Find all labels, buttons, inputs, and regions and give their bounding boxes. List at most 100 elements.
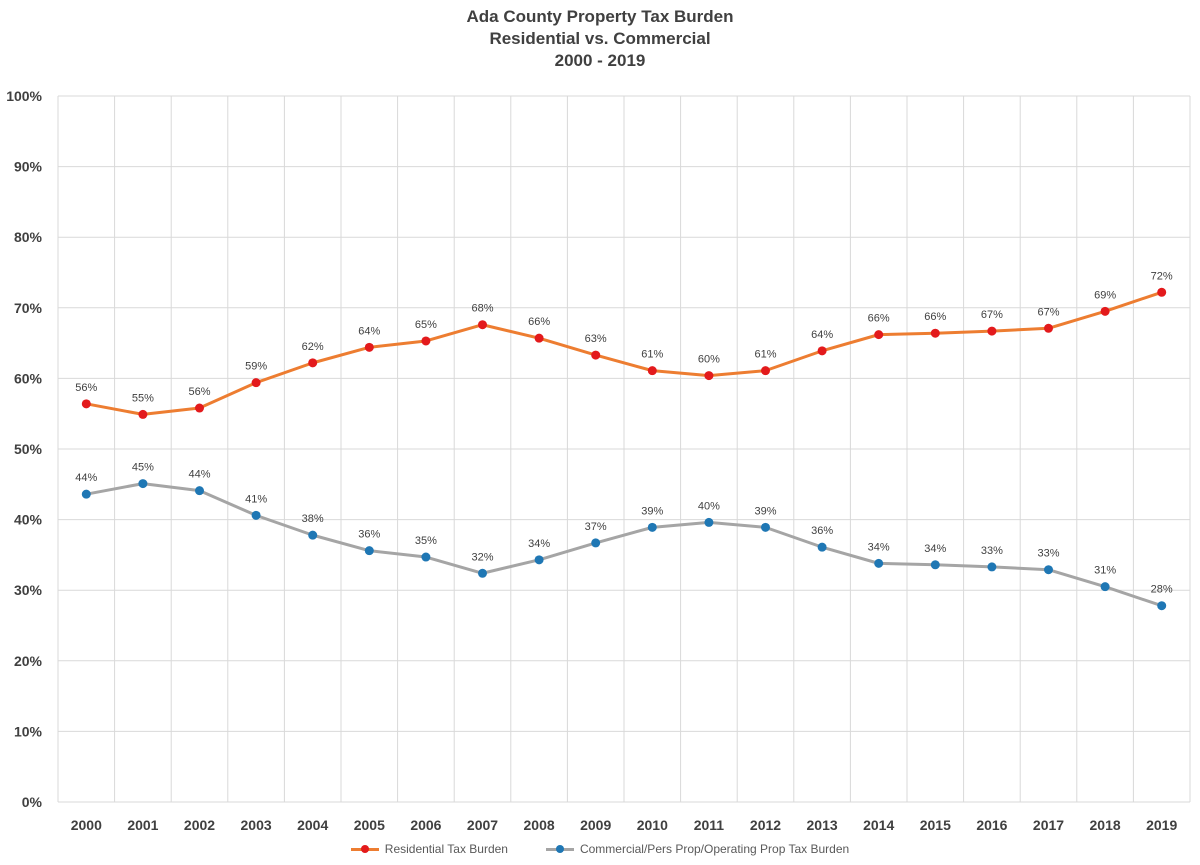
data-point [987, 326, 997, 336]
legend-label-commercial: Commercial/Pers Prop/Operating Prop Tax … [579, 842, 850, 856]
x-tick-label: 2002 [184, 817, 215, 833]
data-point [81, 489, 91, 499]
data-label: 61% [641, 349, 663, 361]
data-label: 40% [698, 500, 720, 512]
x-tick-label: 2017 [1033, 817, 1064, 833]
data-point [1157, 287, 1167, 297]
y-tick-label: 0% [22, 794, 43, 810]
x-tick-label: 2019 [1146, 817, 1177, 833]
data-point [195, 486, 204, 496]
data-label: 68% [471, 303, 493, 315]
data-point [534, 555, 544, 565]
data-point [874, 330, 884, 340]
data-label: 28% [1151, 584, 1173, 596]
data-point [308, 530, 318, 540]
data-point [591, 538, 601, 548]
data-label: 66% [868, 313, 890, 325]
data-point [817, 346, 827, 356]
legend-item-residential: Residential Tax Burden [350, 842, 508, 856]
legend: Residential Tax Burden Commercial/Pers P… [0, 842, 1200, 856]
x-tick-label: 2016 [976, 817, 1007, 833]
x-tick-label: 2003 [241, 817, 272, 833]
data-label: 63% [585, 333, 607, 345]
data-point [81, 399, 91, 409]
data-label: 41% [245, 493, 267, 505]
x-tick-label: 2008 [524, 817, 555, 833]
data-point [195, 403, 204, 413]
data-label: 39% [754, 505, 776, 517]
data-label: 65% [415, 319, 437, 331]
data-point [591, 350, 601, 360]
data-label: 64% [358, 325, 380, 337]
data-label: 44% [75, 472, 97, 484]
data-label: 67% [1037, 306, 1059, 318]
series-line-1 [86, 482, 1163, 608]
y-tick-label: 50% [14, 441, 43, 457]
series-line-0 [86, 290, 1163, 416]
x-tick-label: 2006 [410, 817, 441, 833]
data-label: 36% [811, 525, 833, 537]
data-point [647, 522, 657, 532]
chart-subtitle-years: 2000 - 2019 [554, 51, 646, 70]
data-point [1044, 323, 1053, 333]
data-label: 35% [415, 535, 437, 547]
x-tick-label: 2000 [71, 817, 102, 833]
y-tick-label: 40% [14, 512, 43, 528]
data-point [1100, 582, 1110, 592]
y-tick-label: 30% [14, 582, 43, 598]
x-tick-label: 2014 [863, 817, 894, 833]
chart-subtitle: Residential vs. Commercial [489, 29, 711, 48]
data-label: 56% [188, 386, 210, 398]
data-label: 45% [132, 462, 154, 474]
x-tick-label: 2018 [1090, 817, 1121, 833]
data-label: 38% [302, 513, 324, 525]
data-label: 34% [924, 543, 946, 555]
data-label: 32% [471, 551, 493, 563]
data-point [1157, 601, 1167, 611]
data-label: 64% [811, 329, 833, 341]
data-point [704, 371, 714, 381]
data-label: 60% [698, 354, 720, 366]
data-point [817, 542, 827, 552]
data-label: 59% [245, 361, 267, 373]
data-label: 66% [528, 316, 550, 328]
data-label: 39% [641, 505, 663, 517]
data-label: 69% [1094, 289, 1116, 301]
data-point [534, 333, 544, 343]
x-tick-label: 2012 [750, 817, 781, 833]
data-point [874, 558, 884, 568]
data-point [138, 479, 148, 489]
x-tick-label: 2010 [637, 817, 668, 833]
x-tick-label: 2009 [580, 817, 611, 833]
y-tick-label: 70% [14, 300, 43, 316]
y-tick-label: 90% [14, 159, 43, 175]
x-tick-label: 2004 [297, 817, 328, 833]
x-tick-label: 2007 [467, 817, 498, 833]
data-point [704, 517, 714, 527]
data-point [308, 358, 318, 368]
data-point [478, 320, 487, 330]
data-point [1044, 565, 1053, 575]
x-tick-label: 2001 [127, 817, 158, 833]
data-label: 56% [75, 382, 97, 394]
y-tick-label: 20% [14, 653, 43, 669]
y-tick-label: 100% [6, 88, 42, 104]
legend-label-residential: Residential Tax Burden [384, 842, 508, 856]
data-point [364, 546, 374, 556]
data-label: 44% [188, 469, 210, 481]
legend-swatch-commercial [545, 844, 574, 854]
x-tick-label: 2011 [694, 817, 725, 833]
data-point [761, 522, 770, 532]
x-tick-label: 2013 [807, 817, 838, 833]
data-point [1100, 306, 1110, 316]
legend-swatch-residential [350, 844, 379, 854]
data-point [987, 562, 997, 572]
y-tick-label: 60% [14, 370, 43, 386]
line-chart: 0% 10% 20% 30% 40% 50% 60% 70% 80% 90% 100% 2000 200… [6, 88, 1191, 833]
data-point [930, 328, 940, 338]
data-label: 66% [924, 311, 946, 323]
data-point [421, 552, 431, 562]
data-label: 72% [1151, 270, 1173, 282]
y-tick-label: 10% [14, 723, 43, 739]
